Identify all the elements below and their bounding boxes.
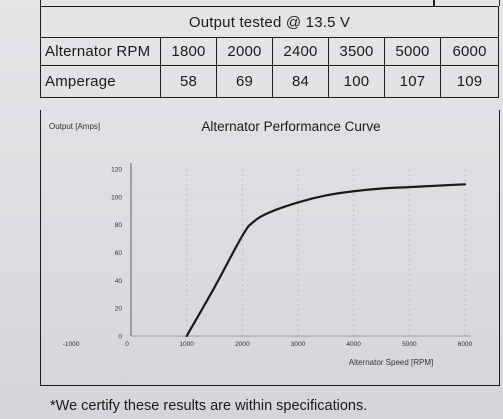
performance-chart: Output [Amps] Alternator Performance Cur… [49,119,473,367]
x-tick-label: 4000 [346,341,361,348]
x-tick-label: -1000 [63,341,80,348]
rpm-cell: 2400 [272,37,329,66]
y-tick-label: 0 [118,334,122,341]
x-tick-label: 0 [125,341,129,348]
amperage-cell: 100 [328,65,385,98]
amperage-cell: 84 [272,65,329,98]
amperage-row: Amperage 58 69 84 100 107 109 [40,65,500,98]
x-tick-label: 3000 [291,341,306,348]
amperage-cell: 109 [439,65,500,98]
y-axis-title: Output [Amps] [49,122,100,131]
tick-labels: 0 20 40 60 80 100 120 -1000 0 1000 2000 3000 4000 500… [63,167,473,349]
x-tick-label: 5000 [402,341,417,348]
amperage-cell: 58 [160,65,217,98]
rpm-cell: 3500 [328,37,385,66]
rpm-cell: 2000 [216,37,273,66]
certification-footnote: *We certify these results are within spe… [50,398,368,414]
x-tick-label: 6000 [458,341,473,348]
amperage-row-label: Amperage [40,65,161,98]
x-tick-label: 1000 [179,341,194,348]
chart-title: Alternator Performance Curve [201,119,380,134]
series-line [185,183,467,338]
amperage-cell: 69 [216,65,273,98]
y-tick-label: 60 [115,250,123,257]
x-axis-title: Alternator Speed [RPM] [349,358,433,367]
y-tick-label: 120 [111,167,122,174]
y-tick-label: 80 [115,222,123,229]
chart-panel: Output [Amps] Alternator Performance Cur… [40,110,500,386]
rpm-cell: 6000 [439,37,500,66]
amperage-cell: 107 [384,65,441,98]
grid-lines [131,168,466,336]
table-title: Output tested @ 13.5 V [39,6,500,38]
y-tick-label: 20 [115,306,123,313]
rpm-row: Alternator RPM 1800 2000 2400 3500 5000 … [40,37,500,66]
x-tick-label: 2000 [235,341,250,348]
rpm-row-label: Alternator RPM [40,37,161,66]
table-title-row: Output tested @ 13.5 V [39,6,500,38]
rpm-cell: 5000 [384,37,441,66]
y-tick-label: 100 [111,194,122,201]
rpm-cell: 1800 [160,37,217,66]
table-top-strip [40,0,500,6]
axes [130,163,471,337]
alternator-spec-table: Output tested @ 13.5 V Alternator RPM 18… [39,6,500,98]
series-layer [185,183,467,338]
y-tick-label: 40 [115,278,123,285]
